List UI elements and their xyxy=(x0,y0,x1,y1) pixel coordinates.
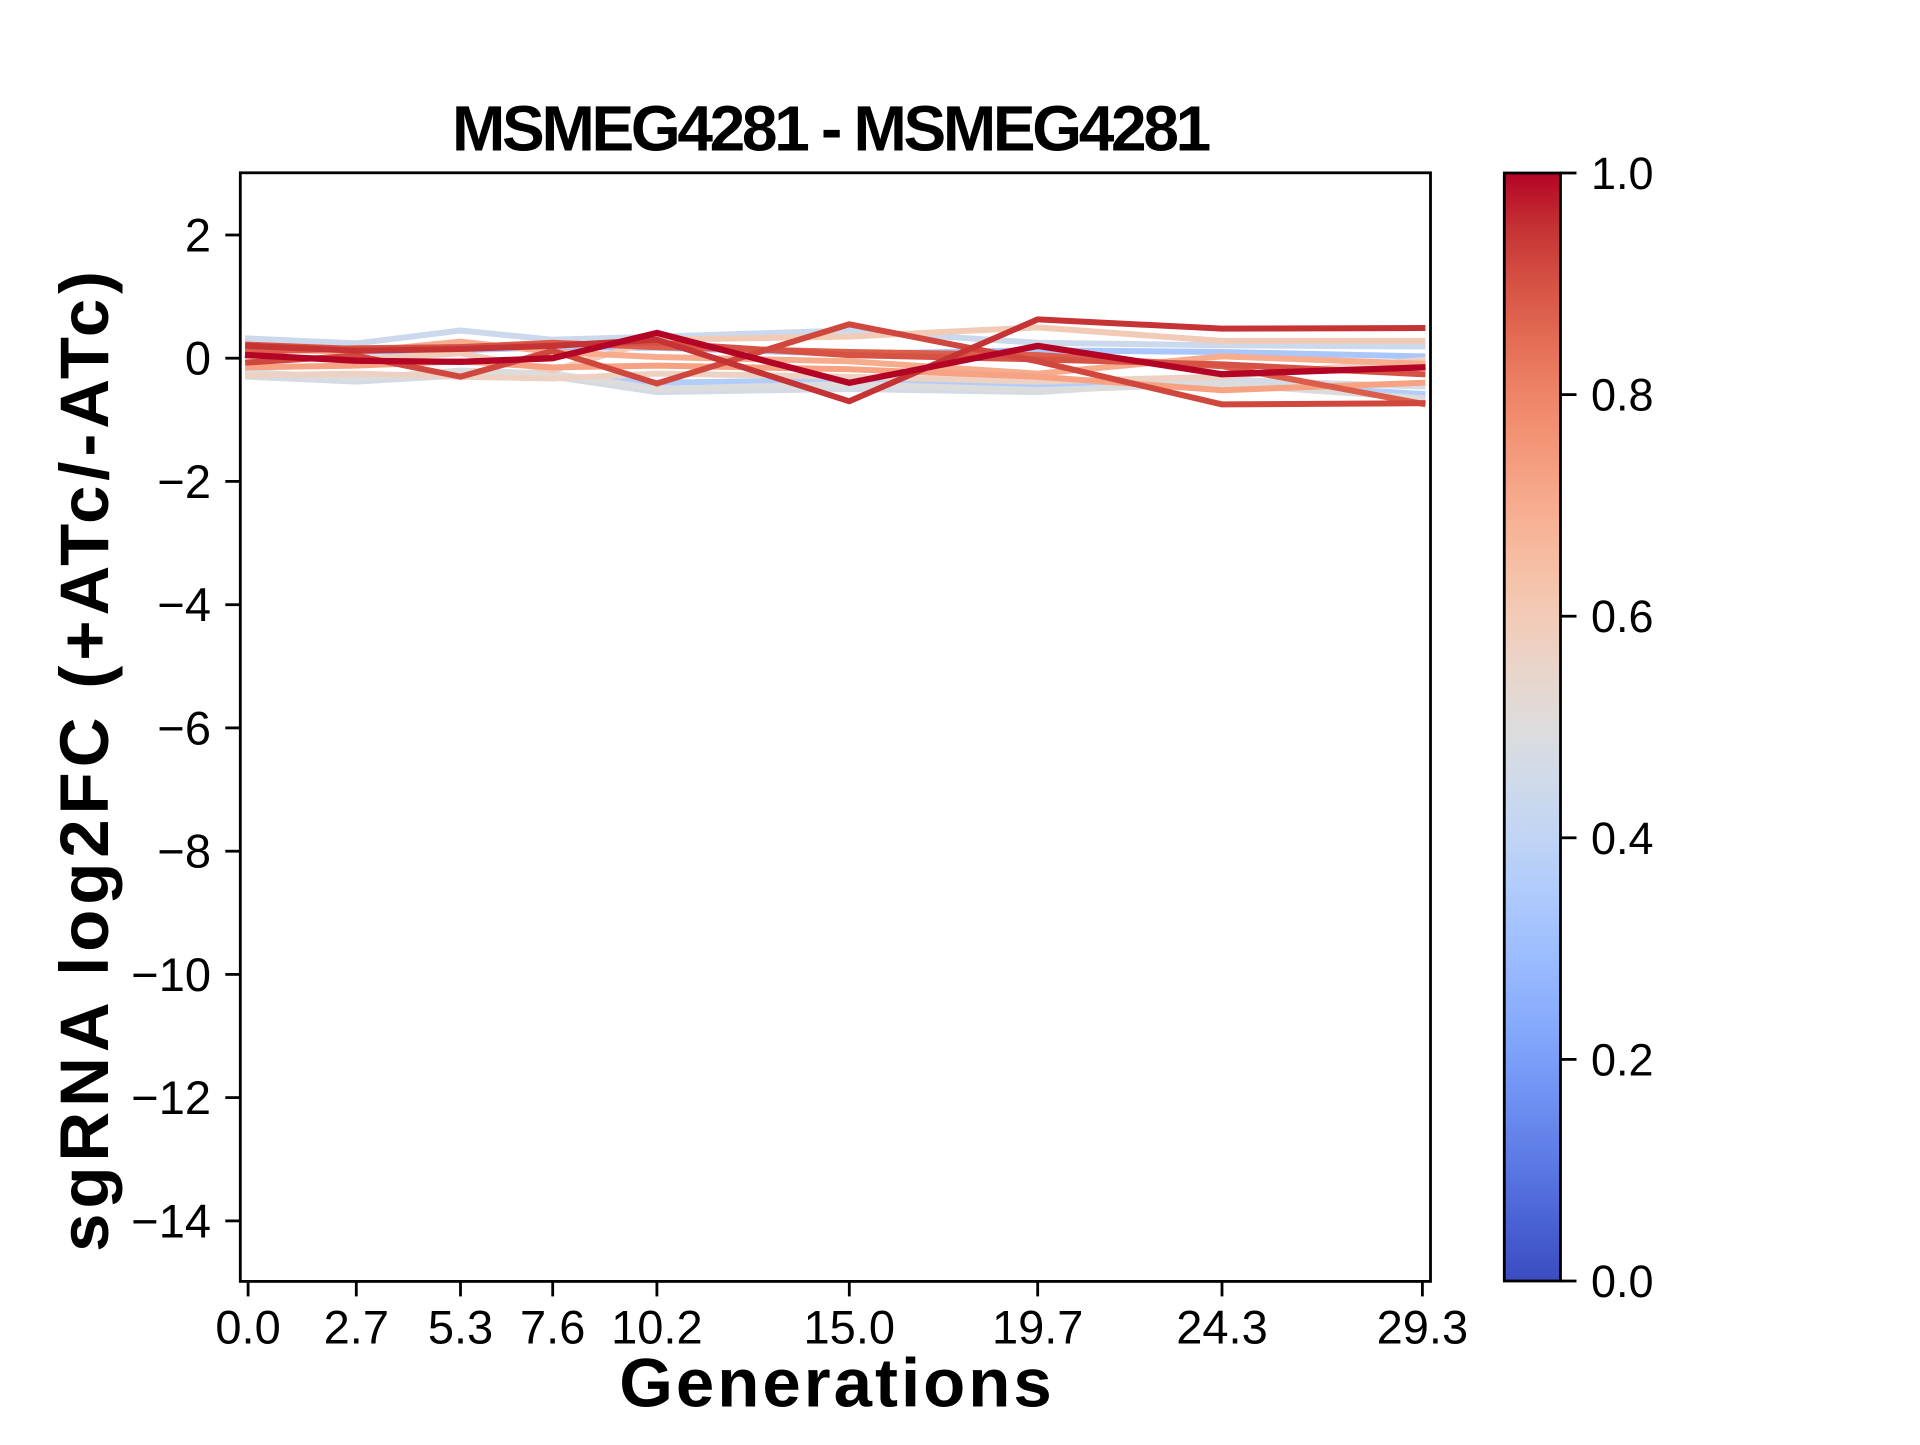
svg-text:Generations: Generations xyxy=(619,1344,1055,1421)
svg-text:10.2: 10.2 xyxy=(611,1301,702,1354)
svg-text:2.7: 2.7 xyxy=(324,1301,389,1354)
svg-text:0.6: 0.6 xyxy=(1591,591,1654,642)
svg-text:0: 0 xyxy=(185,332,211,385)
svg-text:7.6: 7.6 xyxy=(520,1301,585,1354)
svg-text:2: 2 xyxy=(185,209,211,262)
svg-text:15.0: 15.0 xyxy=(804,1301,895,1354)
svg-text:29.3: 29.3 xyxy=(1377,1301,1468,1354)
svg-text:19.7: 19.7 xyxy=(992,1301,1083,1354)
svg-text:0.8: 0.8 xyxy=(1591,370,1654,421)
svg-text:0.2: 0.2 xyxy=(1591,1034,1654,1085)
svg-text:5.3: 5.3 xyxy=(428,1301,493,1354)
svg-text:−14: −14 xyxy=(131,1194,211,1247)
svg-text:−12: −12 xyxy=(131,1071,211,1124)
svg-text:sgRNA log2FC (+ATc/-ATc): sgRNA log2FC (+ATc/-ATc) xyxy=(46,266,123,1252)
svg-text:−8: −8 xyxy=(157,825,211,878)
svg-text:−6: −6 xyxy=(157,701,211,754)
svg-text:0.0: 0.0 xyxy=(215,1301,280,1354)
svg-text:1.0: 1.0 xyxy=(1591,148,1654,199)
svg-text:−10: −10 xyxy=(131,948,211,1001)
svg-text:0.4: 0.4 xyxy=(1591,813,1654,864)
svg-text:0.0: 0.0 xyxy=(1591,1256,1654,1307)
svg-text:−2: −2 xyxy=(157,455,211,508)
svg-text:MSMEG4281 - MSMEG4281: MSMEG4281 - MSMEG4281 xyxy=(452,93,1210,165)
svg-text:−4: −4 xyxy=(157,578,211,631)
svg-text:24.3: 24.3 xyxy=(1176,1301,1267,1354)
